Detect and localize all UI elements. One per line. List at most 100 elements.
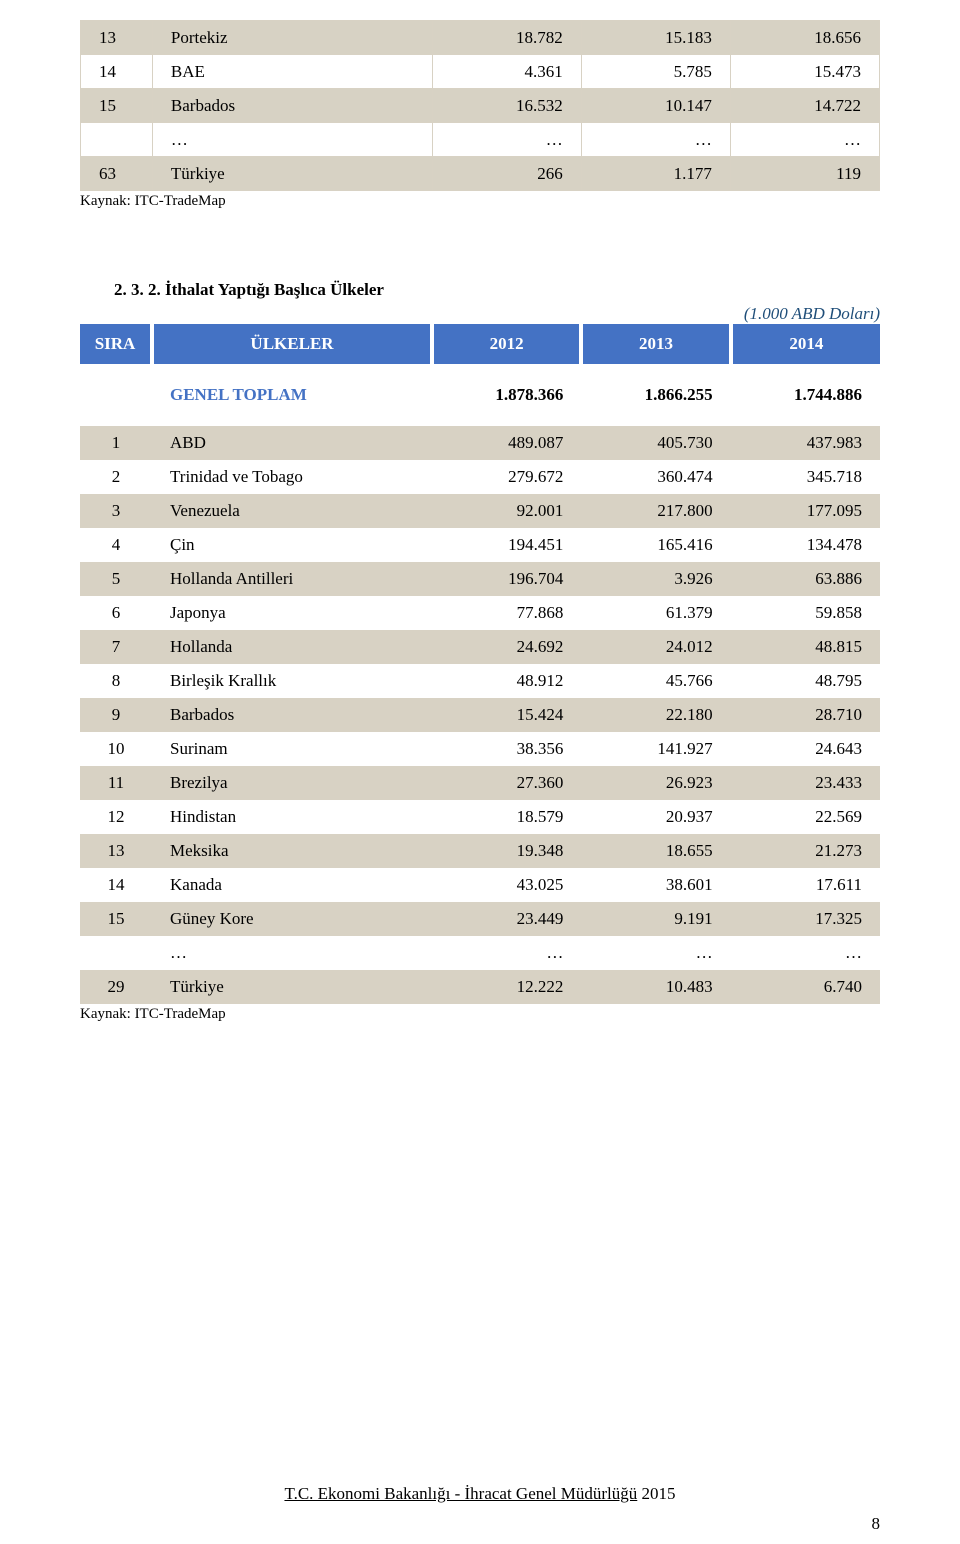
table-cell: 38.356 bbox=[432, 732, 581, 766]
table-cell: 217.800 bbox=[581, 494, 730, 528]
page-number: 8 bbox=[872, 1514, 881, 1534]
table-cell: … bbox=[581, 123, 730, 157]
table-cell: 14.722 bbox=[730, 89, 879, 123]
table-cell: Meksika bbox=[152, 834, 432, 868]
table-row: 15Güney Kore23.4499.19117.325 bbox=[80, 902, 880, 936]
table-cell: 266 bbox=[432, 157, 581, 191]
table-cell: 43.025 bbox=[432, 868, 581, 902]
table-cell: 18.579 bbox=[432, 800, 581, 834]
table2-source: Kaynak: ITC-TradeMap bbox=[80, 1006, 880, 1023]
table-cell: 13 bbox=[81, 21, 153, 55]
table-cell bbox=[80, 378, 152, 412]
table-cell: 14 bbox=[80, 868, 152, 902]
table-cell: 5.785 bbox=[581, 55, 730, 89]
table-row: 10Surinam38.356141.92724.643 bbox=[80, 732, 880, 766]
table-cell: 1.177 bbox=[581, 157, 730, 191]
table-cell: 8 bbox=[80, 664, 152, 698]
table-cell: 4.361 bbox=[432, 55, 581, 89]
table-cell: Güney Kore bbox=[152, 902, 432, 936]
table-cell: 15.473 bbox=[730, 55, 879, 89]
header-rank: SIRA bbox=[80, 324, 152, 364]
table-cell: Japonya bbox=[152, 596, 432, 630]
table-cell: 15.424 bbox=[432, 698, 581, 732]
import-countries-table: SIRA ÜLKELER 2012 2013 2014 GENEL TOPLAM… bbox=[80, 324, 880, 1004]
table-cell: 21.273 bbox=[731, 834, 880, 868]
table-cell: Kanada bbox=[152, 868, 432, 902]
table-cell: 2 bbox=[80, 460, 152, 494]
table-cell: 63 bbox=[81, 157, 153, 191]
table-cell: 10.483 bbox=[581, 970, 730, 1004]
table-cell: 1.744.886 bbox=[731, 378, 880, 412]
table-cell: 14 bbox=[81, 55, 153, 89]
table-row: ………… bbox=[81, 123, 880, 157]
table-row: 29Türkiye12.22210.4836.740 bbox=[80, 970, 880, 1004]
table-cell: 141.927 bbox=[581, 732, 730, 766]
table-row: 3Venezuela92.001217.800177.095 bbox=[80, 494, 880, 528]
table-cell bbox=[80, 936, 152, 970]
table-cell: 63.886 bbox=[731, 562, 880, 596]
table-cell: 9.191 bbox=[581, 902, 730, 936]
table-cell: 360.474 bbox=[581, 460, 730, 494]
table-cell: 18.656 bbox=[730, 21, 879, 55]
table-cell: 1 bbox=[80, 426, 152, 460]
table-row: 4Çin194.451165.416134.478 bbox=[80, 528, 880, 562]
table-cell: Portekiz bbox=[152, 21, 432, 55]
table-cell: Brezilya bbox=[152, 766, 432, 800]
table-cell: 12.222 bbox=[432, 970, 581, 1004]
table-row: 63Türkiye2661.177119 bbox=[81, 157, 880, 191]
table-cell: 15.183 bbox=[581, 21, 730, 55]
section-title-imports: 2. 3. 2. İthalat Yaptığı Başlıca Ülkeler bbox=[80, 280, 880, 300]
table-cell: 48.795 bbox=[731, 664, 880, 698]
table-row: 2Trinidad ve Tobago279.672360.474345.718 bbox=[80, 460, 880, 494]
page-footer: T.C. Ekonomi Bakanlığı - İhracat Genel M… bbox=[0, 1484, 960, 1504]
table-cell: Birleşik Krallık bbox=[152, 664, 432, 698]
table-cell: Barbados bbox=[152, 89, 432, 123]
table-cell: 345.718 bbox=[731, 460, 880, 494]
table-row: 14BAE4.3615.78515.473 bbox=[81, 55, 880, 89]
header-2014: 2014 bbox=[731, 324, 880, 364]
table-cell: 27.360 bbox=[432, 766, 581, 800]
unit-note: (1.000 ABD Doları) bbox=[80, 304, 880, 324]
table-cell: 119 bbox=[730, 157, 879, 191]
table-cell: … bbox=[152, 936, 432, 970]
table-cell: ABD bbox=[152, 426, 432, 460]
table-cell: 7 bbox=[80, 630, 152, 664]
table-cell: 38.601 bbox=[581, 868, 730, 902]
table-cell: 23.449 bbox=[432, 902, 581, 936]
header-2013: 2013 bbox=[581, 324, 730, 364]
table-cell: 22.569 bbox=[731, 800, 880, 834]
table-cell: Hollanda bbox=[152, 630, 432, 664]
table-cell: 18.655 bbox=[581, 834, 730, 868]
table-cell: 6.740 bbox=[731, 970, 880, 1004]
table-row: 5Hollanda Antilleri196.7043.92663.886 bbox=[80, 562, 880, 596]
export-countries-table-tail: 13Portekiz18.78215.18318.65614BAE4.3615.… bbox=[80, 20, 880, 191]
table-cell: 18.782 bbox=[432, 21, 581, 55]
table-cell: 48.912 bbox=[432, 664, 581, 698]
table-cell: 437.983 bbox=[731, 426, 880, 460]
table-cell: 48.815 bbox=[731, 630, 880, 664]
table-cell: 13 bbox=[80, 834, 152, 868]
table-cell: … bbox=[731, 936, 880, 970]
table-cell: 26.923 bbox=[581, 766, 730, 800]
table-row: 7Hollanda24.69224.01248.815 bbox=[80, 630, 880, 664]
table-cell: 15 bbox=[81, 89, 153, 123]
table-cell: BAE bbox=[152, 55, 432, 89]
table-cell bbox=[81, 123, 153, 157]
table-cell: … bbox=[432, 123, 581, 157]
table-cell: 92.001 bbox=[432, 494, 581, 528]
table-cell: 9 bbox=[80, 698, 152, 732]
table-row: 13Meksika19.34818.65521.273 bbox=[80, 834, 880, 868]
table-cell: … bbox=[730, 123, 879, 157]
table-cell: 194.451 bbox=[432, 528, 581, 562]
header-2012: 2012 bbox=[432, 324, 581, 364]
table-cell: 10 bbox=[80, 732, 152, 766]
table-cell: Venezuela bbox=[152, 494, 432, 528]
table-cell: 19.348 bbox=[432, 834, 581, 868]
footer-org: T.C. Ekonomi Bakanlığı - İhracat Genel M… bbox=[284, 1484, 637, 1503]
table-cell: 17.325 bbox=[731, 902, 880, 936]
footer-year: 2015 bbox=[642, 1484, 676, 1503]
table-cell: 16.532 bbox=[432, 89, 581, 123]
table-cell: Surinam bbox=[152, 732, 432, 766]
table-cell: Türkiye bbox=[152, 157, 432, 191]
table-cell: 11 bbox=[80, 766, 152, 800]
